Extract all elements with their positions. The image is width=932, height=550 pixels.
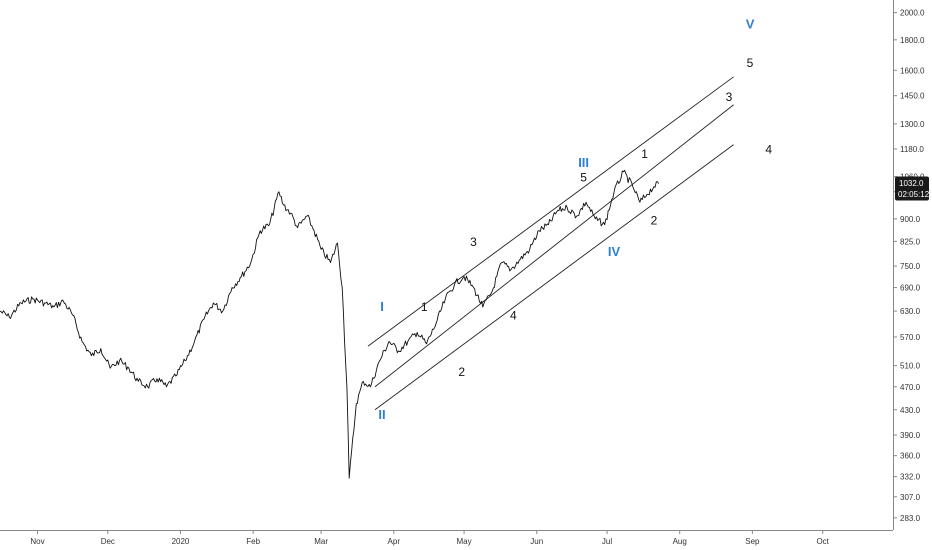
y-tick-label-17: 1300.0 <box>900 120 925 129</box>
y-tick-label-12: 825.0 <box>900 237 921 246</box>
wave-label-2: II <box>378 407 385 422</box>
wave-label-8: 5 <box>580 171 587 185</box>
y-tick-label-6: 470.0 <box>900 383 921 392</box>
wave-label-7: III <box>578 155 589 170</box>
y-tick-label-8: 570.0 <box>900 333 921 342</box>
y-tick-label-9: 630.0 <box>900 307 921 316</box>
channel-line-1 <box>367 76 734 347</box>
y-tick-label-3: 360.0 <box>900 452 921 461</box>
y-tick-label-20: 1800.0 <box>900 36 925 45</box>
x-axis-ticks: Nov Dec 2020 Feb Mar Apr May Jun Jul Aug Sep Oct <box>30 530 830 546</box>
y-tick-label-7: 510.0 <box>900 362 921 371</box>
wave-label-10: 1 <box>641 147 648 161</box>
wave-label-14: V <box>746 17 755 32</box>
x-tick-label-9: Aug <box>673 537 687 546</box>
x-tick-label-10: Sep <box>745 537 760 546</box>
x-tick-label-7: Jun <box>530 537 543 546</box>
price-badge-countdown: 02:05:12 <box>898 190 930 199</box>
wave-label-15: 5 <box>747 56 754 70</box>
wave-label-3: 1 <box>421 300 428 314</box>
channel-line-2 <box>374 104 734 388</box>
wave-label-12: 3 <box>726 90 733 104</box>
wave-label-6: 4 <box>510 308 517 322</box>
y-tick-label-10: 690.0 <box>900 284 921 293</box>
wave-label-9: IV <box>608 244 621 259</box>
y-tick-label-19: 1600.0 <box>900 66 925 75</box>
y-tick-label-18: 1450.0 <box>900 92 925 101</box>
wave-label-13: 4 <box>765 142 772 156</box>
y-tick-label-13: 900.0 <box>900 215 921 224</box>
wave-label-5: 3 <box>470 235 477 249</box>
x-tick-label-3: Feb <box>246 537 260 546</box>
y-tick-label-11: 750.0 <box>900 262 921 271</box>
x-tick-label-1: Dec <box>101 537 115 546</box>
x-tick-label-8: Jul <box>602 537 612 546</box>
x-tick-label-4: Mar <box>314 537 328 546</box>
x-tick-label-0: Nov <box>30 537 44 546</box>
x-tick-label-6: May <box>457 537 472 546</box>
y-tick-label-1: 307.0 <box>900 493 921 502</box>
y-tick-label-16: 1180.0 <box>900 145 924 154</box>
y-tick-label-21: 2000.0 <box>900 9 925 18</box>
y-tick-label-4: 390.0 <box>900 431 921 440</box>
y-tick-label-2: 332.0 <box>900 473 921 482</box>
x-tick-label-2: 2020 <box>172 537 190 546</box>
price-badge: 1032.0 02:05:12 <box>895 176 930 201</box>
wave-label-1: I <box>380 299 384 314</box>
price-line <box>0 169 659 479</box>
channel-lines <box>367 76 734 411</box>
y-tick-label-0: 283.0 <box>900 514 921 523</box>
wave-label-4: 2 <box>458 365 465 379</box>
wave-label-11: 2 <box>651 214 658 228</box>
x-tick-label-11: Oct <box>816 537 829 546</box>
price-badge-value: 1032.0 <box>899 179 924 188</box>
price-series <box>0 169 659 479</box>
x-tick-label-5: Apr <box>388 537 401 546</box>
price-badge-bg <box>895 176 929 201</box>
y-tick-label-5: 430.0 <box>900 406 921 415</box>
channel-line-3 <box>374 144 734 411</box>
